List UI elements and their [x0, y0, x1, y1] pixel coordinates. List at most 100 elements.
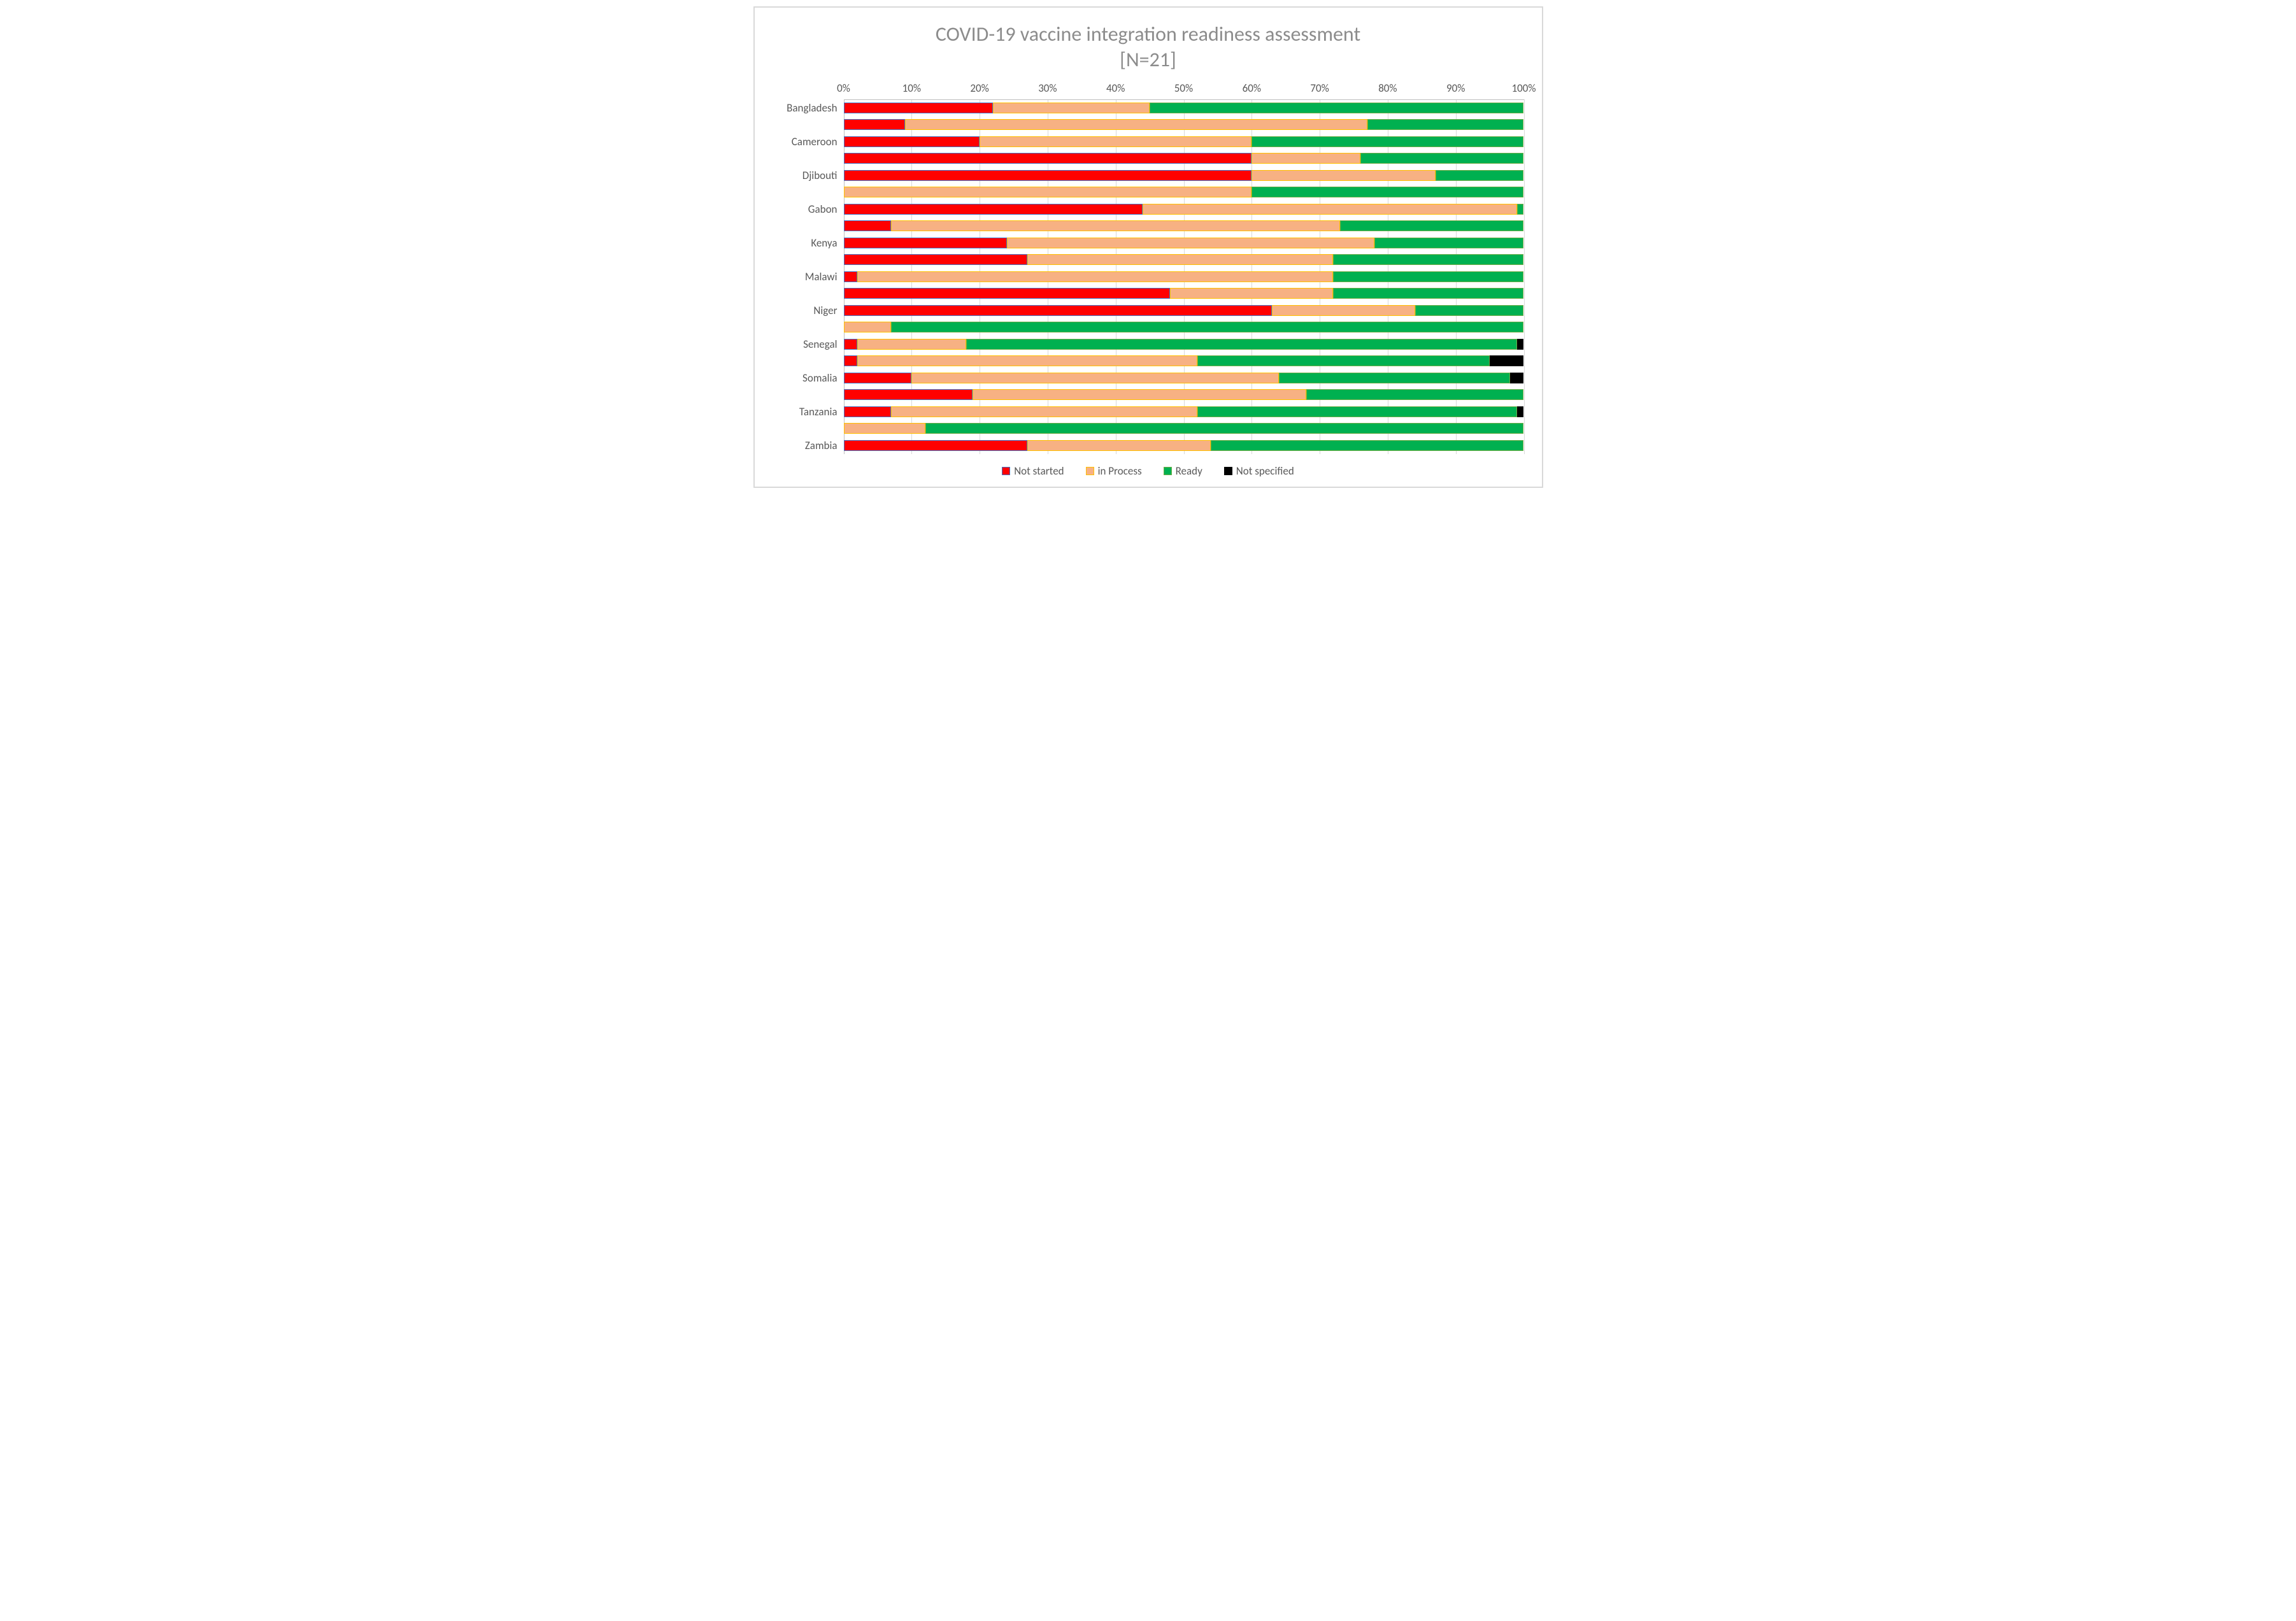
- bar-row: [844, 218, 1524, 235]
- legend-label: Not started: [1014, 464, 1064, 478]
- bar-track: [844, 204, 1524, 215]
- y-axis-label: [773, 319, 838, 336]
- bar-segment-ready: [1251, 136, 1523, 147]
- bar-segment-ready: [1197, 406, 1517, 417]
- legend-label: Not specified: [1236, 464, 1294, 478]
- bar-segment-ready: [1517, 204, 1524, 215]
- bar-segment-ready: [1374, 238, 1524, 248]
- bar-segment-not-started: [844, 373, 912, 383]
- legend-swatch: [1002, 467, 1010, 475]
- bar-segment-ready: [1333, 288, 1523, 299]
- bar-segment-ready: [1150, 103, 1523, 113]
- bar-segment-not-started: [844, 271, 857, 282]
- bar-segment-not-started: [844, 238, 1007, 248]
- legend: Not started in Process Ready Not specified: [773, 464, 1524, 478]
- grid-line: [1524, 99, 1525, 454]
- x-tick-label: 40%: [1106, 82, 1125, 95]
- bar-row: [844, 150, 1524, 168]
- y-axis-spacer: BangladeshCameroonDjiboutiGabonKenyaMala…: [773, 82, 844, 454]
- bar-row: [844, 234, 1524, 252]
- legend-item-not-started: Not started: [1002, 464, 1064, 478]
- bar-track: [844, 423, 1524, 434]
- bar-track: [844, 271, 1524, 282]
- bar-segment-ready: [1333, 271, 1523, 282]
- bar-segment-in-process: [891, 406, 1197, 417]
- bar-track: [844, 153, 1524, 164]
- bar-row: [844, 387, 1524, 404]
- bar-track: [844, 220, 1524, 231]
- bar-segment-not-specified: [1517, 406, 1524, 417]
- y-axis-label: [773, 420, 838, 438]
- bar-row: [844, 319, 1524, 336]
- bar-segment-in-process: [1251, 170, 1435, 181]
- x-tick-label: 100%: [1511, 82, 1536, 95]
- y-axis-label: Djibouti: [773, 167, 838, 184]
- y-axis-label: Senegal: [773, 336, 838, 353]
- chart-title: COVID-19 vaccine integration readiness a…: [773, 22, 1524, 73]
- bar-row: [844, 201, 1524, 218]
- bar-row: [844, 403, 1524, 420]
- y-axis-label: Somalia: [773, 369, 838, 387]
- legend-item-ready: Ready: [1164, 464, 1202, 478]
- chart-container: COVID-19 vaccine integration readiness a…: [753, 6, 1543, 488]
- bar-segment-not-started: [844, 136, 980, 147]
- bar-segment-in-process: [1027, 254, 1334, 265]
- y-axis-label: Cameroon: [773, 133, 838, 150]
- bar-segment-ready: [1333, 254, 1523, 265]
- y-axis-label: [773, 285, 838, 303]
- x-tick-label: 70%: [1310, 82, 1329, 95]
- y-axis-label: [773, 387, 838, 404]
- legend-swatch: [1086, 467, 1094, 475]
- bar-track: [844, 373, 1524, 383]
- bar-track: [844, 339, 1524, 350]
- bar-track: [844, 238, 1524, 248]
- bar-segment-in-process: [857, 271, 1334, 282]
- bar-row: [844, 285, 1524, 303]
- bar-segment-in-process: [905, 119, 1367, 130]
- bar-segment-not-specified: [1510, 373, 1523, 383]
- bar-segment-not-started: [844, 153, 1252, 164]
- x-tick-label: 60%: [1243, 82, 1261, 95]
- y-axis-label: [773, 117, 838, 134]
- bar-segment-in-process: [1007, 238, 1374, 248]
- bar-segment-not-started: [844, 220, 892, 231]
- bars-area: 0%10%20%30%40%50%60%70%80%90%100%: [844, 82, 1524, 454]
- bar-segment-not-started: [844, 170, 1252, 181]
- legend-label: Ready: [1176, 464, 1202, 478]
- x-tick-label: 10%: [902, 82, 921, 95]
- plot-area: BangladeshCameroonDjiboutiGabonKenyaMala…: [773, 82, 1524, 454]
- bar-segment-not-specified: [1490, 355, 1523, 366]
- legend-label: in Process: [1098, 464, 1142, 478]
- legend-item-in-process: in Process: [1086, 464, 1142, 478]
- bar-track: [844, 136, 1524, 147]
- y-axis-label: [773, 150, 838, 168]
- y-axis-label: [773, 353, 838, 370]
- bar-row: [844, 252, 1524, 269]
- y-axis-label: [773, 252, 838, 269]
- x-tick-label: 20%: [970, 82, 988, 95]
- bar-row: [844, 353, 1524, 370]
- bar-row: [844, 302, 1524, 319]
- bar-segment-ready: [1197, 355, 1490, 366]
- bar-row: [844, 167, 1524, 184]
- bar-row: [844, 268, 1524, 285]
- chart-title-line1: COVID-19 vaccine integration readiness a…: [936, 22, 1360, 46]
- bar-segment-not-started: [844, 119, 905, 130]
- bar-segment-not-started: [844, 288, 1171, 299]
- bar-segment-not-started: [844, 389, 973, 400]
- bar-segment-ready: [966, 339, 1517, 350]
- y-axis-label: [773, 218, 838, 235]
- bar-track: [844, 288, 1524, 299]
- bar-segment-not-started: [844, 339, 857, 350]
- legend-swatch: [1164, 467, 1172, 475]
- bar-track: [844, 389, 1524, 400]
- bar-track: [844, 103, 1524, 113]
- bar-segment-in-process: [980, 136, 1251, 147]
- bar-row: [844, 184, 1524, 201]
- x-tick-label: 30%: [1038, 82, 1057, 95]
- bar-segment-ready: [1211, 440, 1523, 451]
- bar-row: [844, 117, 1524, 134]
- bar-segment-ready: [1360, 153, 1523, 164]
- bar-segment-in-process: [1143, 204, 1516, 215]
- bar-track: [844, 187, 1524, 197]
